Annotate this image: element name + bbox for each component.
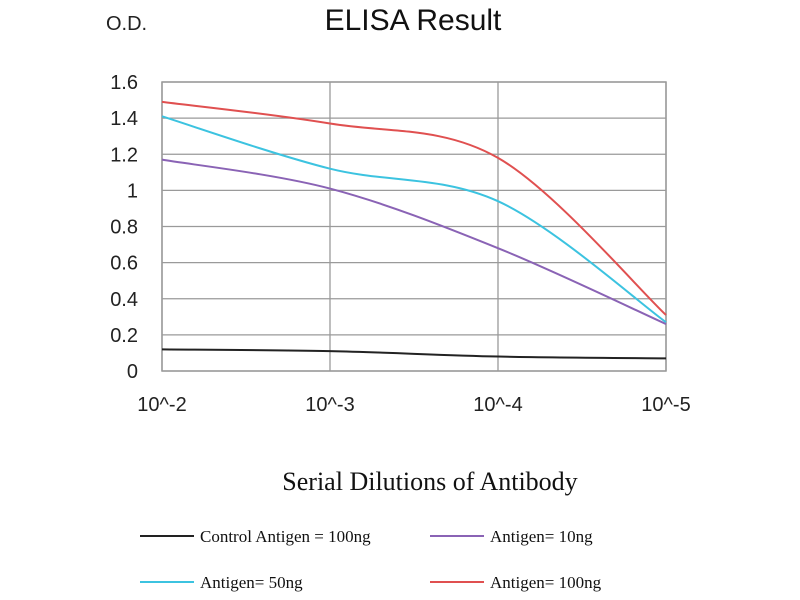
y-tick-label: 0.6: [110, 253, 138, 275]
y-tick-label: 1: [127, 180, 138, 202]
legend-label: Antigen= 10ng: [490, 527, 593, 546]
y-tick-label: 0.2: [110, 325, 138, 347]
y-axis-top-label: O.D.: [106, 13, 147, 35]
series-line-3: [161, 100, 667, 316]
series-line-1: [161, 158, 667, 325]
series-line-0: [161, 348, 667, 360]
x-tick-label: 10^-2: [137, 394, 186, 416]
x-tick-label: 10^-4: [473, 394, 522, 416]
y-tick-label: 0: [127, 361, 138, 383]
legend-label: Antigen= 100ng: [490, 573, 602, 592]
y-tick-label: 1.2: [110, 144, 138, 166]
legend-label: Control Antigen = 100ng: [200, 527, 371, 546]
x-tick-label: 10^-3: [305, 394, 354, 416]
chart-title: ELISA Result: [325, 4, 502, 37]
x-tick-label: 10^-5: [641, 394, 690, 416]
legend-label: Antigen= 50ng: [200, 573, 303, 592]
grid-lines: [161, 81, 667, 372]
legend: Control Antigen = 100ng Antigen= 10ng Anti…: [140, 527, 602, 592]
series-lines: [161, 100, 667, 360]
y-tick-label: 1.4: [110, 108, 138, 130]
y-tick-labels: 0 0.2 0.4 0.6 0.8 1 1.2 1.4 1.6: [110, 72, 138, 383]
x-axis-label: Serial Dilutions of Antibody: [282, 467, 577, 496]
y-tick-label: 0.8: [110, 217, 138, 239]
series-line-2: [161, 115, 667, 324]
x-tick-labels: 10^-2 10^-3 10^-4 10^-5: [137, 394, 690, 416]
y-tick-label: 1.6: [110, 72, 138, 94]
y-tick-label: 0.4: [110, 289, 138, 311]
